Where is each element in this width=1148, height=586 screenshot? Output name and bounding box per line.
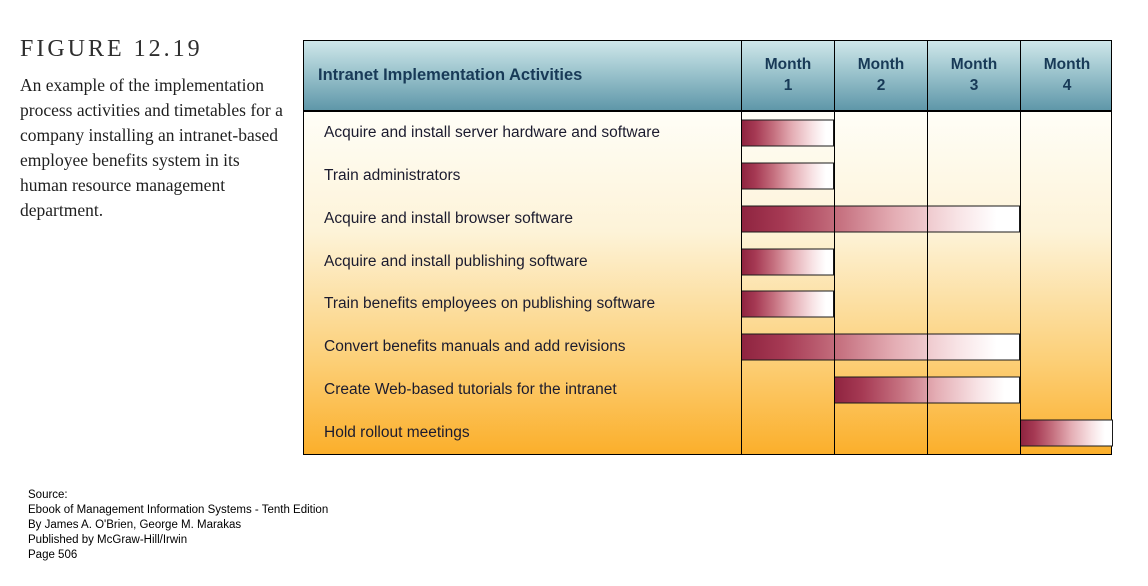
task-bar [741, 162, 834, 190]
task-label: Create Web-based tutorials for the intra… [324, 380, 617, 398]
task-row: Acquire and install publishing software [304, 240, 1111, 283]
chart-title: Intranet Implementation Activities [318, 66, 583, 84]
month-header: Month 3 [927, 41, 1020, 110]
month-header: Month 2 [834, 41, 927, 110]
gantt-chart: Intranet Implementation Activities Month… [303, 40, 1113, 455]
task-bar [741, 119, 834, 147]
task-row: Hold rollout meetings [304, 411, 1113, 454]
gantt-body: Acquire and install server hardware and … [304, 112, 1113, 454]
source-line: Published by McGraw-Hill/Irwin [28, 534, 188, 546]
task-row: Convert benefits manuals and add revisio… [304, 326, 1111, 369]
figure-label: FIGURE 12.19 [20, 36, 203, 62]
gantt-header: Intranet Implementation Activities Month… [304, 41, 1111, 112]
task-row: Acquire and install server hardware and … [304, 112, 1111, 155]
figure-caption: An example of the implementation process… [20, 75, 283, 220]
task-label: Convert benefits manuals and add revisio… [324, 338, 626, 356]
task-bar [741, 290, 834, 318]
month-headers: Month 1 Month 2 Month 3 Month 4 [741, 41, 1113, 110]
task-row: Acquire and install browser software [304, 198, 1111, 241]
task-bar [741, 333, 1020, 361]
task-label: Train benefits employees on publishing s… [324, 295, 656, 313]
source-line: Source: [28, 489, 68, 501]
task-bar [741, 248, 834, 276]
task-row: Train administrators [304, 155, 1111, 198]
task-label: Acquire and install browser software [324, 209, 573, 227]
task-label: Hold rollout meetings [324, 423, 470, 441]
month-header: Month 4 [1020, 41, 1113, 110]
task-label: Train administrators [324, 167, 461, 185]
task-row: Create Web-based tutorials for the intra… [304, 369, 1111, 412]
task-bar [834, 376, 1020, 404]
figure-caption-block: FIGURE 12.19 An example of the implement… [20, 36, 288, 223]
task-label: Acquire and install server hardware and … [324, 124, 661, 142]
source-line: Page 506 [28, 549, 78, 561]
source-line: By James A. O'Brien, George M. Marakas [28, 519, 242, 531]
task-label: Acquire and install publishing software [324, 252, 588, 270]
source-block: Source: Ebook of Management Information … [28, 488, 328, 563]
task-row: Train benefits employees on publishing s… [304, 283, 1111, 326]
task-bar [741, 205, 1020, 233]
source-line: Ebook of Management Information Systems … [28, 504, 329, 516]
task-bar [1020, 419, 1113, 447]
month-header: Month 1 [741, 41, 834, 110]
